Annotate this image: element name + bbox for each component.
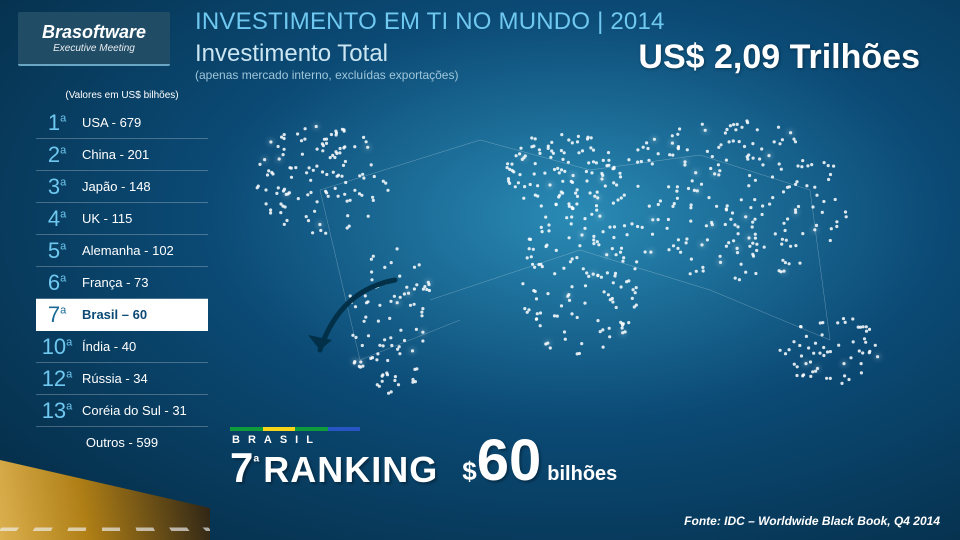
ranking-position: 3a: [36, 174, 78, 200]
ranking-row: 4a UK - 115: [36, 203, 208, 235]
ranking-row: 13a Coréia do Sul - 31: [36, 395, 208, 427]
amount-value: 60: [477, 435, 542, 487]
page-title: INVESTIMENTO EM TI NO MUNDO | 2014: [195, 8, 665, 36]
amount-unit: bilhões: [547, 463, 617, 486]
ranking-label: França - 73: [78, 275, 208, 290]
ranking-label: Coréia do Sul - 31: [78, 403, 208, 418]
ranking-row: 3a Japão - 148: [36, 171, 208, 203]
ranking-label: Brasil – 60: [78, 307, 208, 322]
ranking-row: 12a Rússia - 34: [36, 363, 208, 395]
ranking-position: 10a: [36, 334, 78, 360]
ranking-position: 5a: [36, 238, 78, 264]
callout-rank-word: RANKING: [263, 449, 438, 491]
logo-main-text: Brasoftware: [42, 22, 146, 43]
header-block: INVESTIMENTO EM TI NO MUNDO | 2014 Inves…: [195, 8, 665, 82]
ranking-position: 6a: [36, 270, 78, 296]
callout-amount: $ 60 bilhões: [462, 435, 617, 492]
page-subtitle-note: (apenas mercado interno, excluídas expor…: [195, 68, 665, 82]
logo-sub-text: Executive Meeting: [53, 43, 135, 54]
ranking-row: 10a Índia - 40: [36, 331, 208, 363]
source-citation: Fonte: IDC – Worldwide Black Book, Q4 20…: [684, 514, 940, 528]
ranking-position: 2a: [36, 142, 78, 168]
ranking-row: 6a França - 73: [36, 267, 208, 299]
total-investment-value: US$ 2,09 Trilhões: [638, 38, 920, 77]
arrow-to-brasil-icon: [300, 265, 420, 385]
ranking-row-highlight: 7a Brasil – 60: [36, 299, 208, 331]
ranking-position: 1a: [36, 110, 78, 136]
currency-symbol: $: [462, 456, 476, 487]
ranking-label: Índia - 40: [78, 339, 208, 354]
page-subtitle: Investimento Total: [195, 40, 665, 68]
brasil-callout: BRASIL 7ª RANKING $ 60 bilhões: [230, 427, 617, 492]
brand-logo: Brasoftware Executive Meeting: [18, 12, 170, 66]
ranking-label: UK - 115: [78, 211, 208, 226]
ranking-label: USA - 679: [78, 115, 208, 130]
ranking-label: Rússia - 34: [78, 371, 208, 386]
ranking-position: 13a: [36, 398, 78, 424]
ranking-position: 7a: [36, 302, 78, 328]
ranking-position: 12a: [36, 366, 78, 392]
ranking-caption: (Valores em US$ bilhões): [36, 90, 208, 101]
ranking-row: 2a China - 201: [36, 139, 208, 171]
ranking-label: Japão - 148: [78, 179, 208, 194]
road-decoration: [0, 460, 210, 540]
ranking-row: 1a USA - 679: [36, 107, 208, 139]
ranking-table: (Valores em US$ bilhões) 1a USA - 679 2a…: [36, 90, 208, 457]
ranking-label: Alemanha - 102: [78, 243, 208, 258]
ranking-label: China - 201: [78, 147, 208, 162]
ranking-row: 5a Alemanha - 102: [36, 235, 208, 267]
ranking-others: Outros - 599: [36, 427, 208, 457]
ranking-position: 4a: [36, 206, 78, 232]
callout-rank-number: 7ª: [230, 444, 259, 492]
